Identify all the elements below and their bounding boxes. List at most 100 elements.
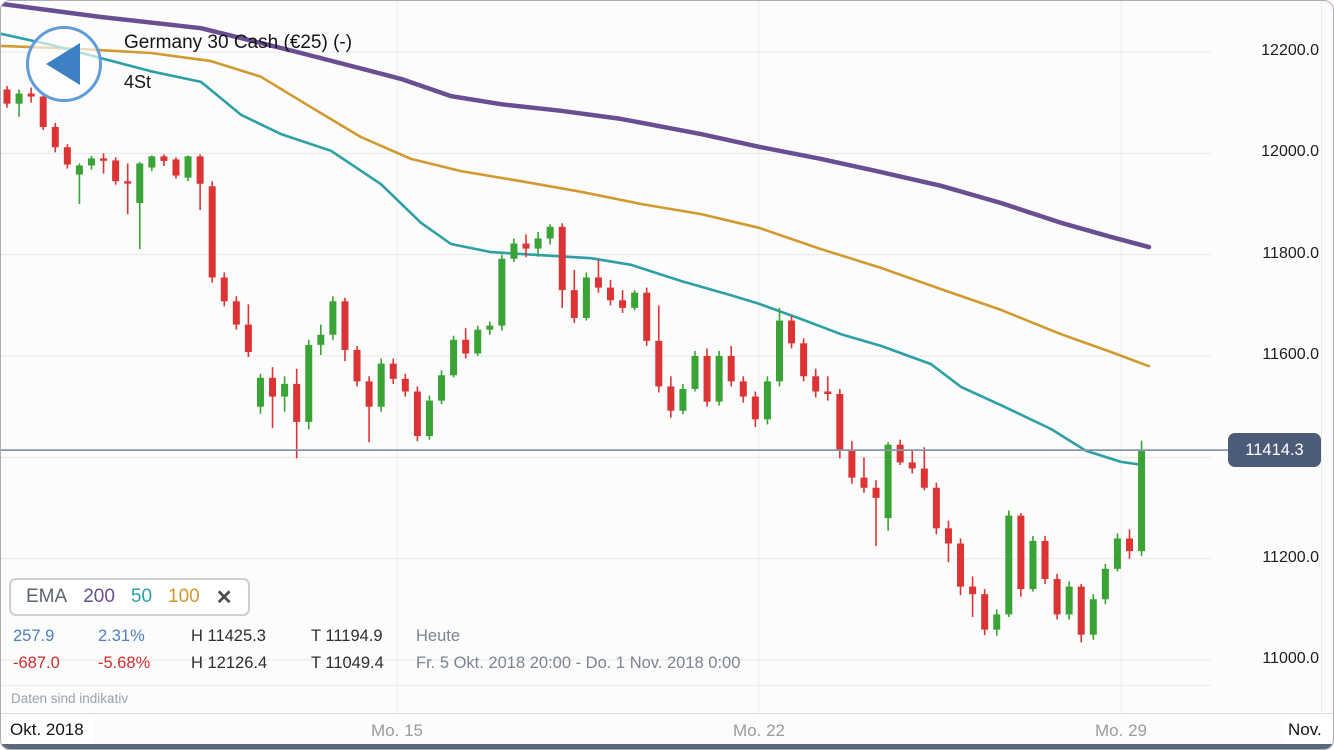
period-label-today: Heute xyxy=(416,627,461,645)
candle-body xyxy=(112,160,120,182)
x-axis-label: Okt. 2018 xyxy=(7,717,94,745)
candle-body xyxy=(655,340,663,387)
candle-body xyxy=(1053,578,1061,615)
candle-body xyxy=(546,226,554,239)
candle-body xyxy=(486,325,494,330)
candle-body xyxy=(1077,586,1085,635)
y-axis-label: 11000.0 xyxy=(1262,650,1319,668)
candle-body xyxy=(800,343,808,377)
candle-body xyxy=(184,156,192,178)
back-arrow-icon xyxy=(45,43,80,85)
x-axis-label: Mo. 29 xyxy=(1095,721,1147,740)
candle-body xyxy=(739,381,747,397)
candle-body xyxy=(1113,538,1121,569)
candle-body xyxy=(172,159,180,176)
candle-body xyxy=(715,356,723,402)
candle-body xyxy=(208,186,216,278)
ema-200-line xyxy=(1,1,1152,250)
candle-body xyxy=(1126,538,1134,552)
ema-legend[interactable]: EMA 200 50 100 ✕ xyxy=(9,578,250,616)
candle-body xyxy=(462,339,470,354)
candle-body xyxy=(570,290,578,319)
candle-body xyxy=(812,376,820,392)
candle-body xyxy=(932,487,940,529)
ema-100-line xyxy=(1,44,1151,368)
day-low: T 11194.9 xyxy=(311,627,383,645)
candle-body xyxy=(920,468,928,488)
close-icon[interactable]: ✕ xyxy=(215,586,233,609)
candle-body xyxy=(872,487,880,498)
candle-body xyxy=(27,93,35,97)
candle-body xyxy=(522,243,530,249)
x-axis-label: Mo. 22 xyxy=(733,721,785,740)
current-price-badge: 11414.3 xyxy=(1228,433,1321,467)
x-axis-label: Mo. 15 xyxy=(371,721,423,740)
session-stats: 257.9 2.31% H 11425.3 T 11194.9 Heute -6… xyxy=(13,626,740,673)
candle-body xyxy=(993,614,1001,630)
candle-body xyxy=(281,383,289,397)
candle-body xyxy=(413,391,421,437)
candle-body xyxy=(341,301,349,350)
y-axis-label: 11800.0 xyxy=(1262,244,1319,262)
candle-body xyxy=(667,386,675,411)
candle-body xyxy=(510,243,518,259)
candle-body xyxy=(1041,540,1049,579)
candle-body xyxy=(389,363,397,379)
candle-body xyxy=(944,528,952,544)
range-high: H 12126.4 xyxy=(191,654,268,672)
candle-body xyxy=(619,300,627,308)
change-percent: 2.31% xyxy=(98,627,145,645)
candle-body xyxy=(631,292,639,308)
candle-body xyxy=(594,277,602,288)
change-value: 257.9 xyxy=(13,627,55,645)
period-date-range: Fr. 5 Okt. 2018 20:00 - Do. 1 Nov. 2018 … xyxy=(416,654,741,672)
candle-body xyxy=(751,396,759,420)
range-low: T 11049.4 xyxy=(311,654,384,672)
candle-body xyxy=(136,163,144,203)
candle-body xyxy=(884,444,892,519)
candle-body xyxy=(1005,515,1013,615)
candle-body xyxy=(860,477,868,488)
candle-body xyxy=(836,394,844,450)
range-change-value: -687.0 xyxy=(13,654,60,672)
ema-200-period: 200 xyxy=(83,586,115,607)
candle-body xyxy=(788,320,796,344)
candle-body xyxy=(1101,568,1109,600)
candle-body xyxy=(220,277,228,302)
candle-body xyxy=(727,356,735,382)
candle-body xyxy=(607,287,614,301)
candle-body xyxy=(15,93,23,104)
price-axis-edge xyxy=(1321,1,1322,713)
candle-body xyxy=(679,388,687,411)
y-axis-label: 11600.0 xyxy=(1262,346,1319,364)
ema-100-period: 100 xyxy=(168,586,200,607)
candle-body xyxy=(775,320,783,382)
candle-body xyxy=(824,391,832,395)
candle-body xyxy=(75,165,83,175)
timeframe-label: 4St xyxy=(124,72,152,92)
candle-body xyxy=(87,158,95,166)
candle-body xyxy=(256,377,264,407)
candle-body xyxy=(39,96,47,127)
candle-body xyxy=(148,156,156,168)
candle-body xyxy=(763,381,771,420)
candle-body xyxy=(124,181,132,184)
candle-body xyxy=(848,449,856,478)
candle-body xyxy=(896,444,904,463)
candle-body xyxy=(1065,586,1073,615)
candle-body xyxy=(981,594,989,630)
candle-body xyxy=(474,329,482,354)
candle-body xyxy=(425,400,433,437)
candle-body xyxy=(1017,515,1025,590)
ema-50-line xyxy=(1,32,1145,467)
candle-body xyxy=(957,543,965,587)
candle-body xyxy=(196,156,204,184)
instrument-title: Germany 30 Cash (€25) (-) xyxy=(124,32,353,53)
candle-body xyxy=(244,324,252,352)
candle-body xyxy=(534,238,542,249)
back-button[interactable] xyxy=(26,26,102,102)
candle-body xyxy=(1138,450,1146,552)
day-high: H 11425.3 xyxy=(191,627,266,645)
